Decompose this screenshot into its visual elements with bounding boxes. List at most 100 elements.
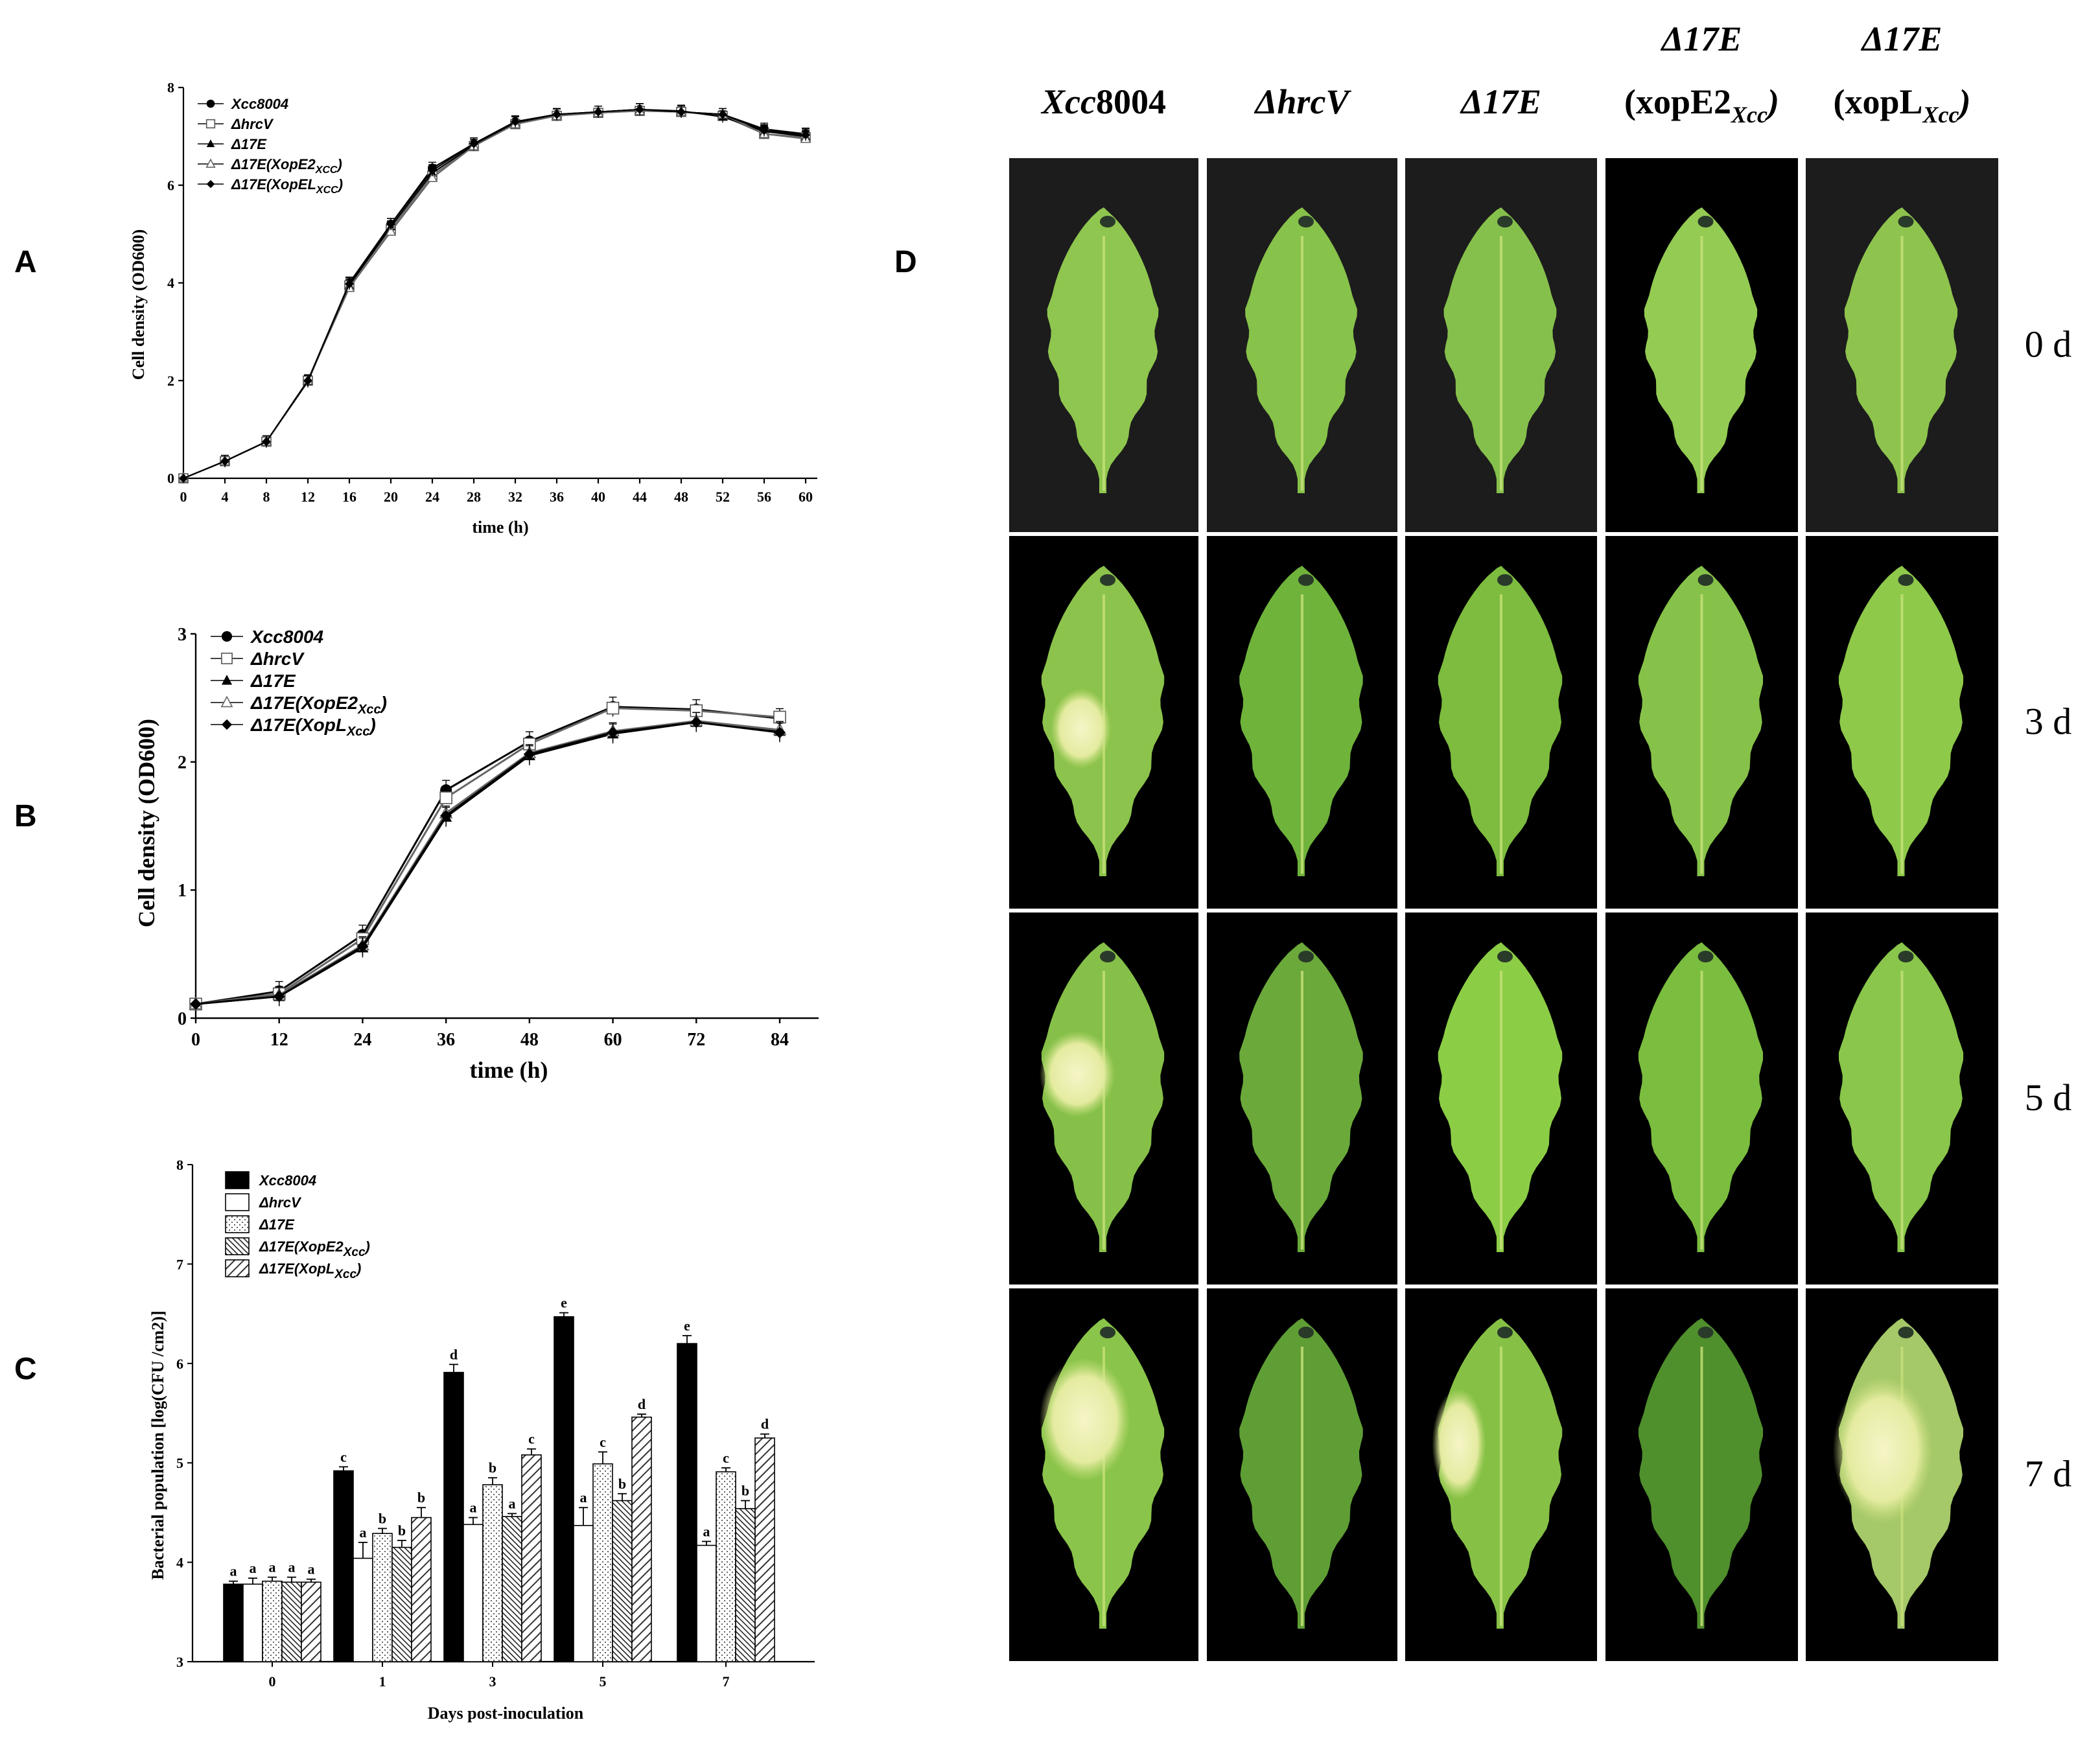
y-tick-label: 0 bbox=[167, 471, 174, 487]
data-point bbox=[552, 110, 561, 119]
x-tick-label: 60 bbox=[799, 489, 813, 505]
legend-label: Δ17E(XopE2Xcc) bbox=[250, 693, 387, 717]
significance-letter: b bbox=[417, 1489, 425, 1506]
data-point bbox=[179, 474, 188, 483]
significance-letter: a bbox=[288, 1559, 296, 1575]
bar bbox=[482, 1484, 503, 1662]
series-line bbox=[195, 719, 780, 1005]
inoculation-spot bbox=[1698, 951, 1714, 962]
y-tick-label: 6 bbox=[167, 177, 174, 193]
data-point bbox=[469, 139, 478, 148]
x-tick-label: 48 bbox=[520, 1030, 539, 1050]
legend-label: Xcc8004 bbox=[258, 1172, 316, 1189]
x-tick-label: 0 bbox=[180, 489, 187, 505]
legend-label: Xcc8004 bbox=[230, 96, 288, 112]
row-label: 7 d bbox=[2025, 1453, 2072, 1495]
x-tick-label: 7 bbox=[723, 1673, 730, 1690]
x-tick-label: 48 bbox=[674, 489, 688, 505]
significance-letter: d bbox=[450, 1346, 458, 1362]
legend-label: Δ17E bbox=[231, 136, 267, 152]
data-point bbox=[677, 107, 686, 117]
bar bbox=[696, 1544, 717, 1662]
x-tick-label: 1 bbox=[379, 1673, 386, 1690]
bar bbox=[754, 1437, 775, 1662]
series-line bbox=[195, 721, 780, 1005]
legend-marker bbox=[205, 119, 216, 129]
legend-label: ΔhrcV bbox=[259, 1194, 302, 1211]
bar bbox=[333, 1470, 354, 1662]
column-header-line2: Δ17E bbox=[1460, 82, 1541, 121]
column-header-line1: Δ17E bbox=[1861, 19, 1942, 58]
y-tick-label: 7 bbox=[176, 1256, 183, 1272]
y-tick-label: 8 bbox=[176, 1157, 183, 1173]
significance-letter: c bbox=[528, 1431, 535, 1447]
column-header-line2: ΔhrcV bbox=[1254, 82, 1352, 121]
y-tick-label: 1 bbox=[178, 881, 187, 901]
inoculation-spot bbox=[1298, 951, 1314, 962]
legend-marker bbox=[221, 631, 233, 642]
data-point bbox=[594, 107, 603, 117]
x-tick-label: 56 bbox=[757, 489, 771, 505]
legend-label: Δ17E(XopELXCC) bbox=[231, 176, 343, 196]
lesion bbox=[1832, 1376, 1933, 1524]
significance-letter: c bbox=[340, 1448, 347, 1465]
x-tick-label: 52 bbox=[716, 489, 730, 505]
chart-c-ylabel: Bacterial population [log(CFU /cm2)] bbox=[148, 1310, 167, 1579]
significance-letter: b bbox=[379, 1510, 386, 1526]
bar bbox=[716, 1471, 736, 1662]
row-label: 5 d bbox=[2025, 1076, 2072, 1119]
x-tick-label: 5 bbox=[600, 1673, 607, 1690]
bar bbox=[677, 1343, 697, 1662]
x-tick-label: 60 bbox=[604, 1030, 622, 1050]
inoculation-spot bbox=[1100, 574, 1115, 586]
y-tick-label: 2 bbox=[167, 373, 174, 389]
significance-letter: b bbox=[741, 1482, 749, 1498]
data-point bbox=[511, 117, 520, 126]
series-line bbox=[183, 108, 806, 480]
column-header-line2: Xcc8004 bbox=[1040, 82, 1166, 121]
legend-marker bbox=[205, 158, 216, 168]
legend-label: ΔhrcV bbox=[231, 116, 274, 132]
data-point bbox=[635, 104, 644, 114]
chart-b-ylabel: Cell density (OD600) bbox=[134, 719, 159, 927]
x-tick-label: 36 bbox=[437, 1030, 455, 1050]
legend-label: Xcc8004 bbox=[250, 627, 324, 647]
x-tick-label: 3 bbox=[489, 1673, 496, 1690]
inoculation-spot bbox=[1298, 216, 1314, 227]
x-tick-label: 20 bbox=[384, 489, 398, 505]
significance-letter: b bbox=[618, 1476, 626, 1492]
inoculation-spot bbox=[1100, 1327, 1115, 1338]
x-tick-label: 4 bbox=[222, 489, 229, 505]
legend-swatch bbox=[225, 1193, 250, 1211]
data-point bbox=[190, 998, 202, 1010]
significance-letter: a bbox=[509, 1495, 516, 1511]
significance-letter: d bbox=[761, 1416, 769, 1432]
inoculation-spot bbox=[1298, 574, 1314, 586]
x-tick-label: 12 bbox=[301, 489, 315, 505]
data-point bbox=[607, 727, 619, 739]
x-tick-label: 44 bbox=[633, 489, 647, 505]
significance-letter: e bbox=[684, 1318, 690, 1334]
legend-label: Δ17E bbox=[259, 1216, 295, 1233]
inoculation-spot bbox=[1898, 216, 1914, 227]
row-label: 0 d bbox=[2025, 323, 2072, 366]
panel-letter-d: D bbox=[894, 245, 917, 279]
y-tick-label: 3 bbox=[176, 1654, 183, 1670]
inoculation-spot bbox=[1497, 574, 1513, 586]
significance-letter: a bbox=[703, 1523, 710, 1539]
significance-letter: b bbox=[489, 1459, 496, 1476]
bar bbox=[301, 1581, 321, 1662]
significance-letter: a bbox=[250, 1560, 257, 1576]
data-point bbox=[439, 791, 452, 804]
column-header-line1: Δ17E bbox=[1661, 19, 1742, 58]
bar bbox=[443, 1371, 464, 1662]
series-line bbox=[195, 721, 780, 1005]
data-point bbox=[690, 716, 703, 728]
column-header-line2: (xopE2Xcc) bbox=[1624, 82, 1779, 128]
bar bbox=[372, 1533, 393, 1662]
bar bbox=[463, 1524, 484, 1662]
data-point bbox=[718, 110, 727, 119]
y-tick-label: 2 bbox=[178, 752, 187, 773]
